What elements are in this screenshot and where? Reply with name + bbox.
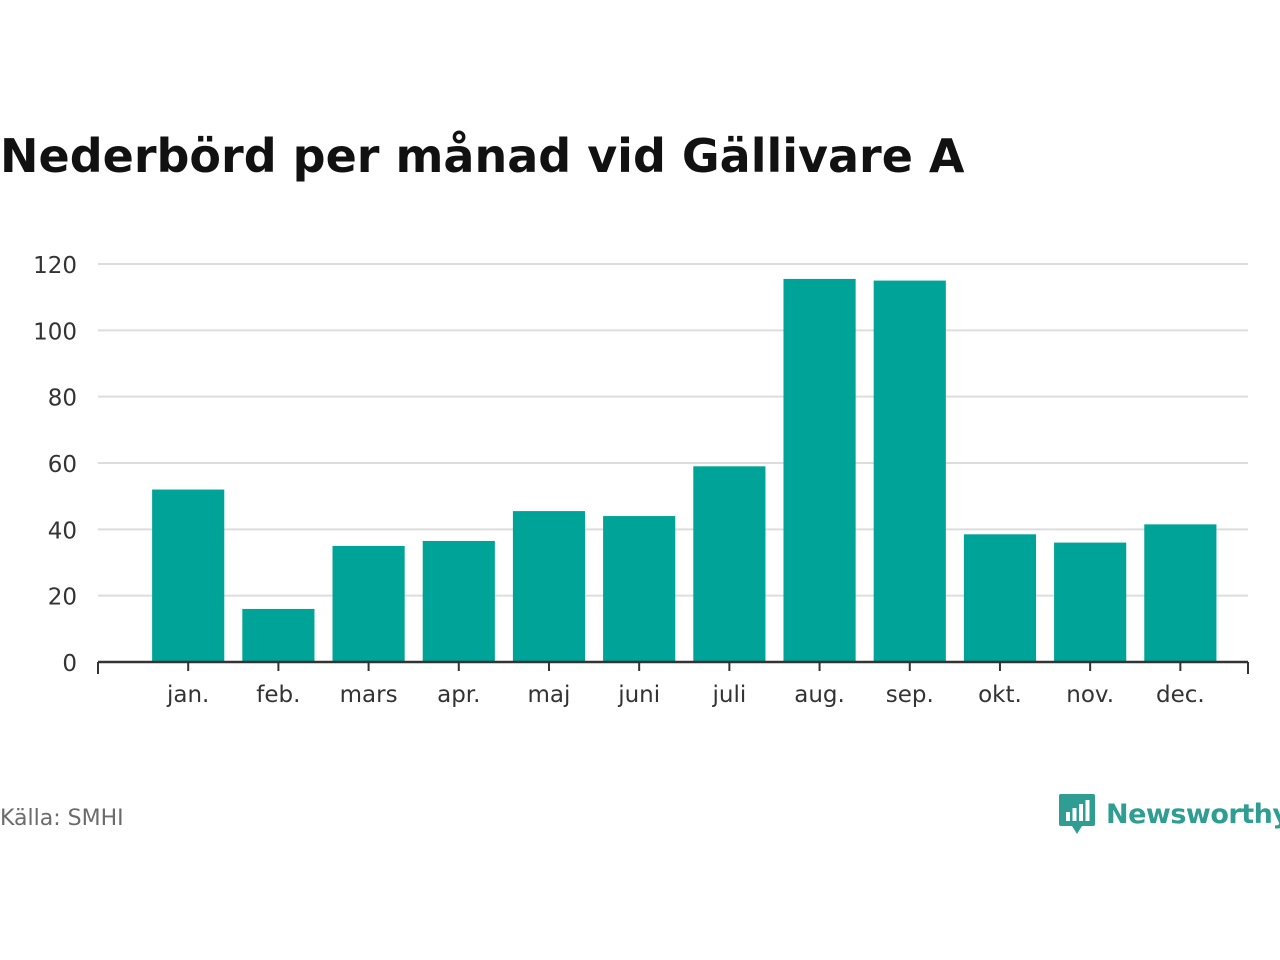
bar [963,534,1037,662]
y-tick-label: 120 [33,253,77,279]
x-tick-label: jan. [166,682,209,708]
y-tick-label: 60 [48,452,77,478]
source-note: Källa: SMHI [0,806,124,831]
x-tick-label: juli [711,682,746,708]
y-axis-ticks: 0 20 40 60 80 100 120 [33,253,77,677]
x-tick-label: okt. [978,682,1022,708]
x-tick-label: apr. [437,682,480,708]
x-axis-ticks: jan. feb. mars apr. maj juni juli aug. sep. okt. n… [166,662,1205,708]
bar [1054,542,1127,662]
brand-logo: Newsworthy [1058,790,1280,838]
newsworthy-logo-icon [1059,794,1095,834]
bar [783,278,856,662]
bar [512,511,586,662]
x-tick-label: dec. [1156,682,1205,708]
y-tick-label: 80 [48,386,77,412]
x-tick-label: aug. [794,682,845,708]
bar [332,545,405,662]
x-tick-label: mars [340,682,398,708]
bar [152,489,225,662]
y-tick-label: 20 [48,585,77,611]
bar [603,516,676,662]
x-tick-label: juni [617,682,660,708]
x-tick-label: feb. [256,682,300,708]
x-tick-label: nov. [1066,682,1114,708]
bars [152,278,1217,662]
bar [422,540,495,662]
brand-name: Newsworthy [1106,798,1280,830]
bar [873,280,946,662]
y-tick-label: 100 [33,319,77,345]
bar [693,466,766,662]
y-tick-label: 0 [62,651,77,677]
x-axis [97,660,1249,674]
y-tick-label: 40 [48,518,77,544]
x-tick-label: maj [528,682,571,708]
bar [242,608,315,662]
bar [1144,524,1217,662]
chart-title: Nederbörd per månad vid Gällivare A [0,129,965,183]
x-tick-label: sep. [886,682,934,708]
